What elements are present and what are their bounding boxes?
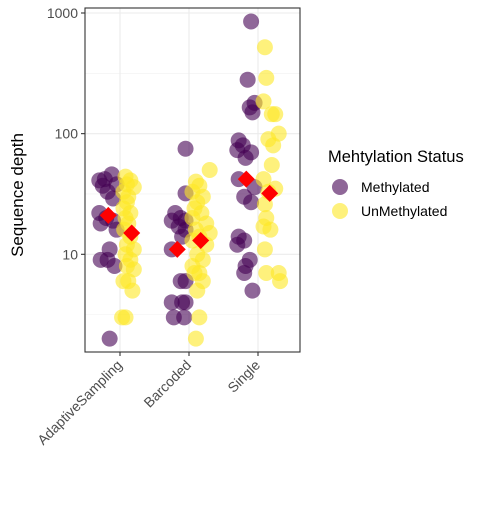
data-point-methylated (177, 140, 194, 157)
data-point-methylated (239, 71, 256, 88)
data-point-methylated (243, 13, 260, 30)
data-point-unmethylated (189, 282, 206, 299)
data-point-methylated (106, 258, 123, 275)
data-point-unmethylated (255, 171, 272, 188)
data-point-unmethylated (272, 273, 289, 290)
data-point-unmethylated (258, 69, 275, 86)
data-point-methylated (236, 264, 253, 281)
summary-marker (237, 170, 255, 188)
data-point-unmethylated (255, 93, 272, 110)
legend-label: UnMethylated (361, 203, 447, 219)
plot-area (84, 7, 301, 353)
data-point-unmethylated (124, 282, 141, 299)
data-point-methylated (229, 236, 246, 253)
data-point-methylated (237, 149, 254, 166)
data-point-unmethylated (117, 309, 134, 326)
panel-border (84, 7, 301, 353)
data-point-unmethylated (265, 137, 282, 154)
y-tick-label: 1000 (47, 5, 78, 21)
y-axis-title: Sequence depth (8, 133, 27, 257)
data-point-methylated (176, 309, 193, 326)
y-tick-label: 10 (62, 246, 78, 262)
data-point-unmethylated (191, 309, 208, 326)
data-point-unmethylated (267, 106, 284, 123)
legend-key-methylated (332, 179, 348, 195)
data-point-unmethylated (187, 330, 204, 347)
data-point-methylated (244, 104, 261, 121)
legend-label: Methylated (361, 179, 429, 195)
data-point-unmethylated (201, 161, 218, 178)
data-point-methylated (177, 294, 194, 311)
data-point-unmethylated (256, 39, 273, 56)
summary-marker (192, 232, 210, 250)
data-point-methylated (244, 282, 261, 299)
summary-marker (261, 184, 279, 202)
summary-marker (123, 224, 141, 242)
data-point-methylated (243, 194, 260, 211)
summary-marker (99, 206, 117, 224)
legend-title: Mehtylation Status (328, 148, 464, 166)
summary-marker (168, 240, 186, 258)
data-point-unmethylated (262, 221, 279, 238)
y-tick-label: 100 (55, 126, 79, 142)
legend-key-unmethylated (332, 203, 348, 219)
data-point-methylated (101, 330, 118, 347)
data-point-unmethylated (263, 156, 280, 173)
data-point-unmethylated (256, 241, 273, 258)
data-point-unmethylated (258, 264, 275, 281)
legend: Mehtylation Status Methylated UnMethylate… (328, 148, 464, 219)
